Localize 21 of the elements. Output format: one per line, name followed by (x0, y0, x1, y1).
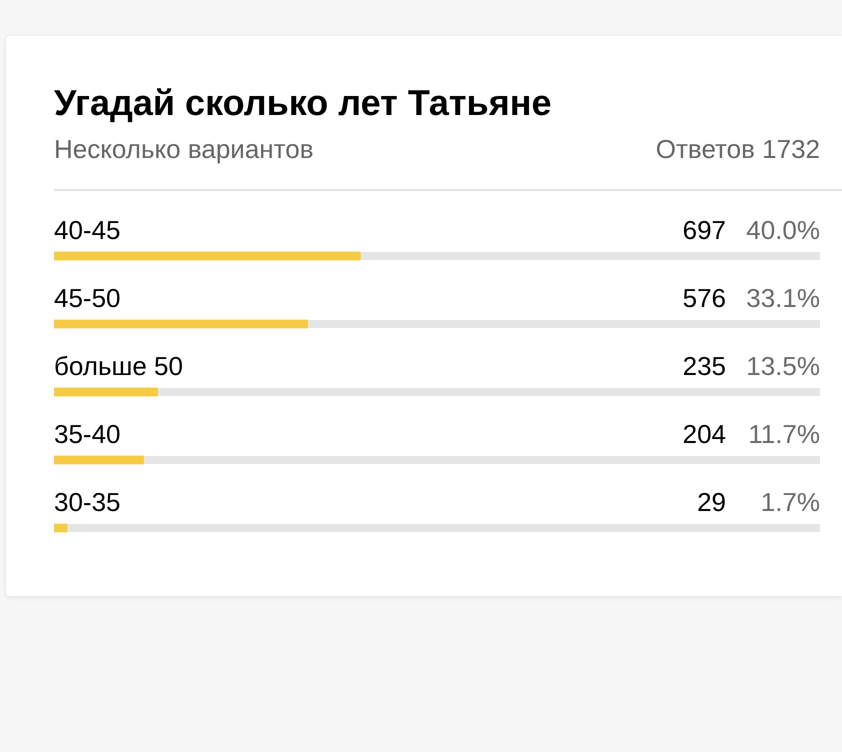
y-tick-label: 35-40 (54, 419, 120, 450)
bar (54, 388, 158, 396)
chart-subtitle: Несколько вариантов (54, 133, 314, 165)
annotation: 235 (682, 351, 726, 382)
annotation: 204 (682, 419, 726, 450)
chart-title: Угадай сколько лет Татьяне (54, 81, 552, 125)
data-label: 11.7% (748, 419, 820, 450)
text: Ответов 1732 (656, 133, 820, 165)
bar (54, 456, 144, 464)
y-tick-label: 40-45 (54, 215, 120, 246)
annotation: 697 (682, 215, 726, 246)
y-tick-label: больше 50 (54, 351, 183, 382)
bar (54, 524, 68, 532)
annotation: 29 (697, 487, 726, 518)
data-label: 33.1% (746, 283, 820, 314)
data-label: 40.0% (746, 215, 820, 246)
y-tick-label: 45-50 (54, 283, 120, 314)
annotation: 576 (682, 283, 726, 314)
data-label: 13.5% (746, 351, 820, 382)
data-label: 1.7% (760, 487, 820, 518)
y-tick-label: 30-35 (54, 487, 120, 518)
